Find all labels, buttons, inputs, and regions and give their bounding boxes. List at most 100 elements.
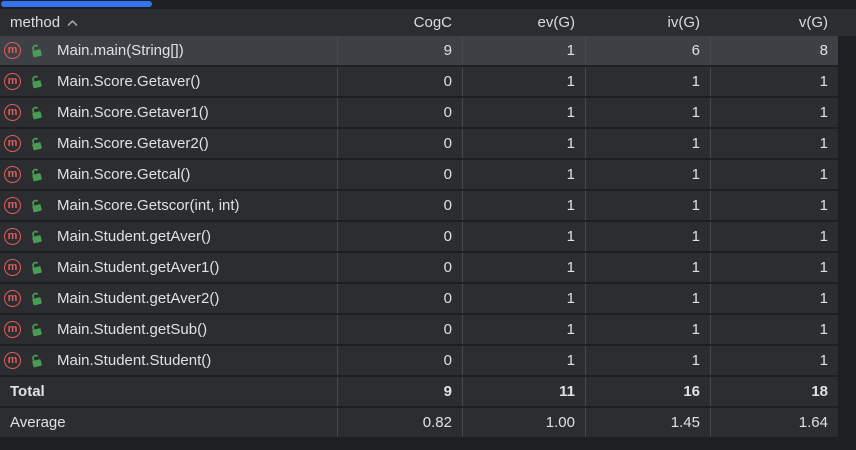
method-name: Main.Score.Getcal() — [57, 166, 191, 183]
total-cogc: 9 — [337, 377, 462, 406]
metric-cell-cogc: 0 — [337, 129, 462, 158]
metric-cell-evg: 1 — [462, 346, 585, 375]
metric-cell-vg: 1 — [710, 315, 838, 344]
metric-cell-evg: 1 — [462, 36, 585, 65]
method-icon: m — [4, 42, 21, 59]
method-icon: m — [4, 135, 21, 152]
unlocked-icon — [28, 322, 44, 338]
column-header-method[interactable]: method — [0, 9, 337, 36]
method-cell: m Main.main(String[]) — [0, 36, 337, 65]
unlocked-icon — [28, 353, 44, 369]
metric-cell-vg: 1 — [710, 222, 838, 251]
average-vg: 1.64 — [710, 408, 838, 437]
metric-cell-evg: 1 — [462, 160, 585, 189]
metric-cell-cogc: 9 — [337, 36, 462, 65]
total-ivg: 16 — [585, 377, 710, 406]
metric-cell-evg: 1 — [462, 284, 585, 313]
total-label: Total — [10, 383, 45, 400]
metric-cell-cogc: 0 — [337, 346, 462, 375]
table-row[interactable]: m Main.main(String[]) 9 1 6 8 — [0, 36, 838, 67]
metric-cell-cogc: 0 — [337, 191, 462, 220]
total-row: Total 9 11 16 18 — [0, 377, 838, 408]
table-row[interactable]: m Main.Student.getAver2() 0 1 1 1 — [0, 284, 838, 315]
method-cell: m Main.Student.getAver2() — [0, 284, 337, 313]
average-label: Average — [10, 414, 66, 431]
metric-cell-cogc: 0 — [337, 160, 462, 189]
average-evg: 1.00 — [462, 408, 585, 437]
method-cell: m Main.Score.Getaver2() — [0, 129, 337, 158]
metric-cell-evg: 1 — [462, 129, 585, 158]
method-cell: m Main.Score.Getaver() — [0, 67, 337, 96]
method-name: Main.Student.Student() — [57, 352, 212, 369]
metric-cell-cogc: 0 — [337, 222, 462, 251]
method-cell: m Main.Student.getAver() — [0, 222, 337, 251]
table-body: m Main.main(String[]) 9 1 6 8 m — [0, 36, 856, 439]
metric-cell-vg: 8 — [710, 36, 838, 65]
table-row[interactable]: m Main.Score.Getcal() 0 1 1 1 — [0, 160, 838, 191]
rows-host: m Main.main(String[]) 9 1 6 8 m — [0, 36, 856, 377]
unlocked-icon — [28, 167, 44, 183]
unlocked-icon — [28, 229, 44, 245]
unlocked-icon — [28, 105, 44, 121]
table-row[interactable]: m Main.Student.getAver() 0 1 1 1 — [0, 222, 838, 253]
table-row[interactable]: m Main.Score.Getaver2() 0 1 1 1 — [0, 129, 838, 160]
method-cell: m Main.Student.getAver1() — [0, 253, 337, 282]
column-header-vg[interactable]: v(G) — [798, 14, 828, 31]
metric-cell-ivg: 1 — [585, 191, 710, 220]
metric-cell-vg: 1 — [710, 346, 838, 375]
metric-cell-vg: 1 — [710, 67, 838, 96]
metric-cell-ivg: 1 — [585, 98, 710, 127]
metric-cell-vg: 1 — [710, 129, 838, 158]
metric-cell-evg: 1 — [462, 191, 585, 220]
table-row[interactable]: m Main.Score.Getaver1() 0 1 1 1 — [0, 98, 838, 129]
metric-cell-vg: 1 — [710, 160, 838, 189]
method-icon: m — [4, 228, 21, 245]
unlocked-icon — [28, 136, 44, 152]
average-cogc: 0.82 — [337, 408, 462, 437]
method-icon: m — [4, 104, 21, 121]
table-row[interactable]: m Main.Student.getSub() 0 1 1 1 — [0, 315, 838, 346]
method-name: Main.main(String[]) — [57, 42, 184, 59]
metric-cell-cogc: 0 — [337, 98, 462, 127]
metric-cell-vg: 1 — [710, 98, 838, 127]
table-row[interactable]: m Main.Student.getAver1() 0 1 1 1 — [0, 253, 838, 284]
unlocked-icon — [28, 74, 44, 90]
metric-cell-ivg: 6 — [585, 36, 710, 65]
method-cell: m Main.Student.getSub() — [0, 315, 337, 344]
method-name: Main.Student.getAver1() — [57, 259, 220, 276]
metric-cell-cogc: 0 — [337, 67, 462, 96]
method-icon: m — [4, 166, 21, 183]
metric-cell-cogc: 0 — [337, 253, 462, 282]
metric-cell-evg: 1 — [462, 253, 585, 282]
table-header: method CogC ev(G) iv(G) v(G) — [0, 9, 856, 36]
column-header-cogc[interactable]: CogC — [413, 14, 452, 31]
method-name: Main.Student.getSub() — [57, 321, 208, 338]
unlocked-icon — [28, 43, 44, 59]
method-icon: m — [4, 352, 21, 369]
progress-bar — [1, 1, 152, 7]
method-name: Main.Score.Getscor(int, int) — [57, 197, 240, 214]
method-cell: m Main.Score.Getcal() — [0, 160, 337, 189]
metric-cell-ivg: 1 — [585, 253, 710, 282]
method-cell: m Main.Score.Getscor(int, int) — [0, 191, 337, 220]
method-icon: m — [4, 321, 21, 338]
average-ivg: 1.45 — [585, 408, 710, 437]
metric-cell-ivg: 1 — [585, 315, 710, 344]
method-name: Main.Student.getAver2() — [57, 290, 220, 307]
column-header-evg[interactable]: ev(G) — [537, 14, 576, 31]
metric-cell-vg: 1 — [710, 253, 838, 282]
table-row[interactable]: m Main.Score.Getaver() 0 1 1 1 — [0, 67, 838, 98]
method-name: Main.Score.Getaver2() — [57, 135, 209, 152]
unlocked-icon — [28, 198, 44, 214]
table-row[interactable]: m Main.Score.Getscor(int, int) 0 1 1 1 — [0, 191, 838, 222]
unlocked-icon — [28, 291, 44, 307]
method-icon: m — [4, 290, 21, 307]
table-row[interactable]: m Main.Student.Student() 0 1 1 1 — [0, 346, 838, 377]
total-evg: 11 — [462, 377, 585, 406]
method-name: Main.Score.Getaver1() — [57, 104, 209, 121]
total-vg: 18 — [710, 377, 838, 406]
unlocked-icon — [28, 260, 44, 276]
method-name: Main.Student.getAver() — [57, 228, 211, 245]
metric-cell-evg: 1 — [462, 98, 585, 127]
column-header-ivg[interactable]: iv(G) — [667, 14, 701, 31]
